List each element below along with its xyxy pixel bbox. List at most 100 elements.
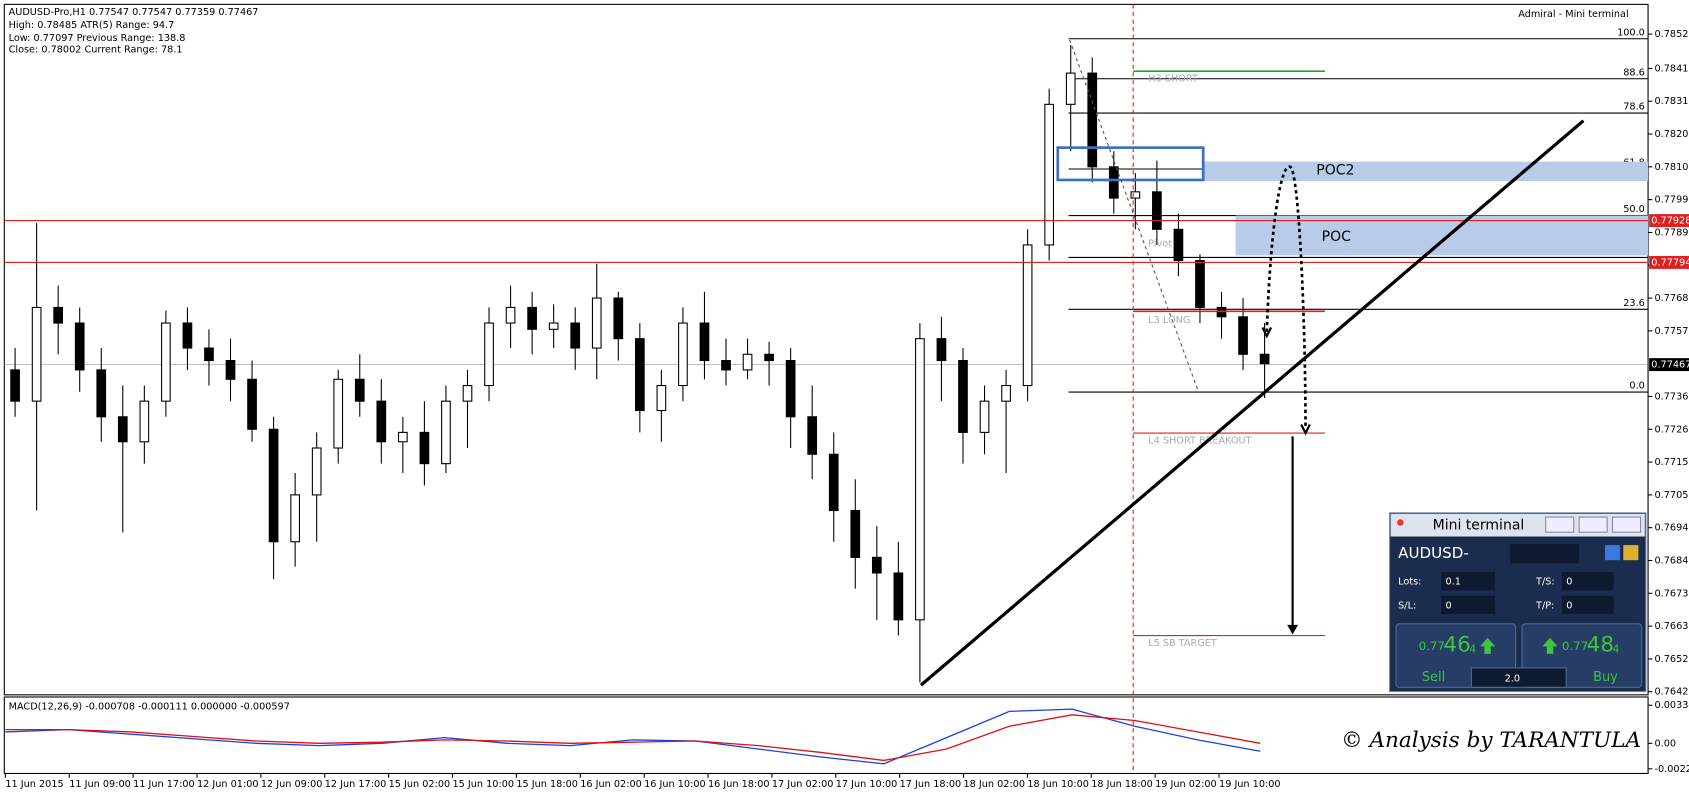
x-tick-label: 16 Jun 18:00 xyxy=(708,779,770,790)
fib-label: 0.0 xyxy=(1629,381,1644,392)
up-arrow xyxy=(1542,637,1558,654)
tp-field[interactable] xyxy=(1561,595,1614,615)
field-label: Lots: xyxy=(1398,577,1421,588)
candle-body xyxy=(634,338,645,412)
candle-body xyxy=(1044,103,1055,246)
y-tick-label: 0.78525 xyxy=(1655,29,1689,40)
field-value: 0 xyxy=(1566,577,1572,588)
candle-body xyxy=(958,360,968,433)
price-box xyxy=(1649,358,1689,372)
trendline xyxy=(919,119,1585,687)
x-tick-label: 12 Jun 09:00 xyxy=(261,779,323,790)
field-label: S/L: xyxy=(1398,600,1416,611)
candle-body xyxy=(915,338,925,621)
volume-field[interactable] xyxy=(1470,667,1567,688)
pivot-label: H3 SHORT xyxy=(1148,74,1198,85)
x-tick-label: 18 Jun 02:00 xyxy=(964,779,1026,790)
price-box-label: 0.77794 xyxy=(1651,257,1689,268)
candle-body xyxy=(1152,191,1162,230)
restore-button[interactable] xyxy=(1578,516,1608,533)
candle-body xyxy=(1195,260,1205,308)
symbol: AUDUSD- xyxy=(1398,544,1469,562)
projection-arrow xyxy=(1265,165,1307,429)
candle-body xyxy=(1087,72,1098,168)
poc-zone xyxy=(1235,215,1649,256)
lots-field[interactable] xyxy=(1441,572,1496,591)
highlight-box xyxy=(1056,146,1205,182)
pivot-label: L4 SHORT BREAKOUT xyxy=(1148,436,1251,447)
candle-body xyxy=(1238,316,1248,355)
field-label: T/P: xyxy=(1535,600,1554,611)
candle-body xyxy=(225,360,236,380)
mini-terminal: Mini terminal AUDUSD- Lots: 0.1 T/S: 0 S… xyxy=(1389,512,1647,693)
y-tick-label: 0.77995 xyxy=(1655,195,1689,206)
minimize-button[interactable] xyxy=(1545,516,1575,533)
y-tick-label: 0.78205 xyxy=(1655,129,1689,140)
field-value: 0 xyxy=(1566,600,1572,611)
pivot-label: L3 LONG xyxy=(1148,315,1190,326)
fib-label: 88.6 xyxy=(1623,67,1645,78)
info-line: High: 0.78485 ATR(5) Range: 94.7 xyxy=(9,20,175,31)
candle-body xyxy=(656,384,667,412)
fib-label: 100.0 xyxy=(1617,27,1645,38)
candle-body xyxy=(484,322,494,387)
candle-body xyxy=(1173,228,1184,262)
symbol-field[interactable] xyxy=(1510,544,1580,564)
info-line: Close: 0.78002 Current Range: 78.1 xyxy=(9,45,183,56)
y-tick-label: 0.77155 xyxy=(1655,457,1689,468)
x-tick-label: 12 Jun 01:00 xyxy=(197,779,259,790)
field-label: T/S: xyxy=(1535,577,1555,588)
field-value: 0.1 xyxy=(1446,577,1461,588)
candle-body xyxy=(10,369,20,402)
price-box xyxy=(1649,255,1689,269)
candle-body xyxy=(441,400,451,465)
sell-label: Sell xyxy=(1422,670,1445,685)
price-big: 46 xyxy=(1443,632,1470,657)
x-tick-label: 17 Jun 18:00 xyxy=(900,779,962,790)
candle-body xyxy=(247,378,257,430)
price-big: 48 xyxy=(1587,632,1614,657)
x-tick-label: 12 Jun 17:00 xyxy=(325,779,387,790)
price-small: 0.77 xyxy=(1419,639,1445,653)
fib-label: 23.6 xyxy=(1623,298,1645,309)
candle-body xyxy=(591,297,602,349)
candle-body xyxy=(613,297,624,340)
candle-body xyxy=(893,572,904,621)
y-tick-label: 0.76525 xyxy=(1655,654,1689,665)
candle-body xyxy=(548,322,559,330)
terminal-label: Admiral - Mini terminal xyxy=(1518,9,1628,20)
symbol-line: AUDUSD-Pro,H1 0.77547 0.77547 0.77359 0.… xyxy=(9,7,259,18)
y-tick-label: 0.76420 xyxy=(1655,687,1689,698)
macd-label: MACD(12,26,9) -0.000708 -0.000111 0.0000… xyxy=(9,702,290,713)
y-tick-label: 0.76945 xyxy=(1655,523,1689,534)
sl-field[interactable] xyxy=(1441,595,1496,615)
mini-title: Mini terminal xyxy=(1433,518,1525,534)
x-tick-label: 11 Jun 2015 xyxy=(5,779,63,790)
expand-button[interactable] xyxy=(1623,545,1639,561)
settings-button[interactable] xyxy=(1604,545,1621,561)
candle-body xyxy=(268,428,279,543)
candle-body xyxy=(1108,166,1119,199)
y-tick-label: 0.00 xyxy=(1655,738,1677,749)
candle-body xyxy=(333,378,344,449)
arrow-head xyxy=(1261,327,1311,436)
x-tick-label: 15 Jun 18:00 xyxy=(516,779,578,790)
macd-line xyxy=(5,714,1261,762)
candle-body xyxy=(1259,353,1270,365)
candle-body xyxy=(1065,72,1076,105)
candle-body xyxy=(53,306,64,324)
ts-field[interactable] xyxy=(1561,572,1614,591)
poc2-zone xyxy=(1203,161,1649,182)
fib-label: 50.0 xyxy=(1623,204,1645,215)
candle-body xyxy=(807,416,818,455)
close-button[interactable] xyxy=(1611,516,1642,533)
candle-body xyxy=(139,400,150,443)
price-small: 4 xyxy=(1469,643,1476,656)
candle-body xyxy=(398,431,408,443)
